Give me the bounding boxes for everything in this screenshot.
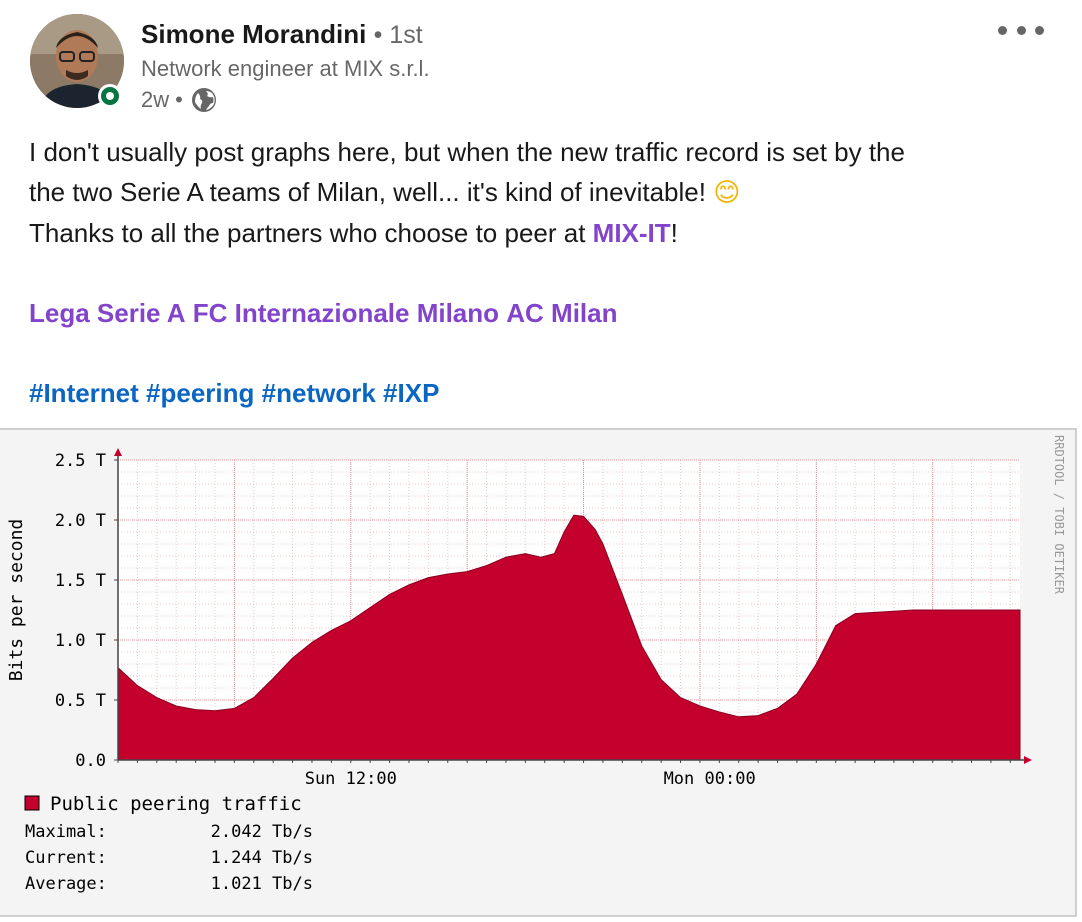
online-status-badge — [98, 84, 122, 108]
post-time: 2w — [141, 87, 170, 112]
post-line-text: the two Serie A teams of Milan, well... … — [29, 177, 706, 207]
y-axis-arrow-icon — [114, 448, 122, 456]
more-dot-icon — [1035, 25, 1044, 35]
legend-stat-value: 1.021 Tb/s — [211, 874, 313, 894]
post-line: Thanks to all the partners who choose to… — [29, 213, 1049, 253]
post-line: the two Serie A teams of Milan, well... … — [29, 172, 1049, 213]
hashtag-internet[interactable]: #Internet — [29, 378, 139, 408]
legend-stat-label: Current: — [25, 848, 107, 868]
y-tick-label: 1.0 T — [55, 631, 106, 651]
avatar[interactable] — [30, 14, 124, 108]
separator-dot: • — [373, 21, 383, 49]
post-meta: 2w • — [141, 86, 217, 114]
mention-ac-milan[interactable]: AC Milan — [506, 298, 618, 328]
hashtag-peering[interactable]: #peering — [146, 378, 255, 408]
post-image-traffic-graph[interactable]: 0.0 0.5 T 1.0 T 1.5 T 2.0 T 2.5 T Sun 12:00 Mon… — [0, 428, 1077, 917]
author-row: Simone Morandini • 1st — [141, 18, 423, 51]
hashtag-ixp[interactable]: #IXP — [383, 378, 440, 408]
online-dot-icon — [101, 87, 119, 105]
post-menu-button[interactable] — [998, 18, 1044, 42]
author-headline: Network engineer at MIX s.r.l. — [141, 56, 430, 81]
smile-emoji: 😊 — [713, 178, 741, 208]
mentions-line: Lega Serie A FC Internazionale Milano AC… — [29, 293, 1049, 333]
legend-stat-value: 2.042 Tb/s — [211, 822, 313, 842]
more-dot-icon — [1016, 25, 1026, 35]
post-line-text: ! — [670, 218, 678, 248]
post-line-text: Thanks to all the partners who choose to… — [29, 218, 593, 248]
post-text: I don't usually post graphs here, but wh… — [29, 132, 1049, 413]
y-tick-label: 2.0 T — [55, 511, 106, 531]
x-tick-label: Mon 00:00 — [664, 769, 756, 789]
traffic-area-series — [117, 514, 1021, 761]
rrdtool-watermark: RRDTOOL / TOBI OETIKER — [1052, 435, 1066, 595]
legend-stat-value: 1.244 Tb/s — [211, 848, 313, 868]
author-name[interactable]: Simone Morandini — [141, 19, 367, 49]
legend-series-name: Public peering traffic — [50, 793, 302, 815]
more-dot-icon — [998, 25, 1007, 35]
hashtag-network[interactable]: #network — [261, 378, 376, 408]
y-tick-label: 2.5 T — [55, 451, 106, 471]
meta-separator: • — [175, 87, 183, 112]
y-axis-label: Bits per second — [6, 519, 27, 682]
legend-swatch — [24, 795, 40, 811]
x-tick-label: Sun 12:00 — [305, 769, 397, 789]
traffic-chart: 0.0 0.5 T 1.0 T 1.5 T 2.0 T 2.5 T Sun 12:00 Mon… — [6, 435, 1066, 894]
legend-stat-label: Maximal: — [25, 822, 107, 842]
y-tick-label: 1.5 T — [55, 571, 106, 591]
y-tick-label: 0.5 T — [55, 691, 106, 711]
mention-lega-serie-a[interactable]: Lega Serie A — [29, 298, 186, 328]
post-line: I don't usually post graphs here, but wh… — [29, 137, 905, 167]
mention-mix-it[interactable]: MIX-IT — [592, 218, 671, 248]
connection-degree: 1st — [389, 21, 423, 49]
x-axis-arrow-icon — [1024, 756, 1032, 764]
hashtags-line: #Internet #peering #network #IXP — [29, 373, 1049, 413]
globe-icon — [191, 88, 216, 112]
y-tick-label: 0.0 — [75, 751, 106, 771]
mention-fc-internazionale[interactable]: FC Internazionale Milano — [192, 298, 500, 328]
legend-stat-label: Average: — [25, 874, 107, 894]
